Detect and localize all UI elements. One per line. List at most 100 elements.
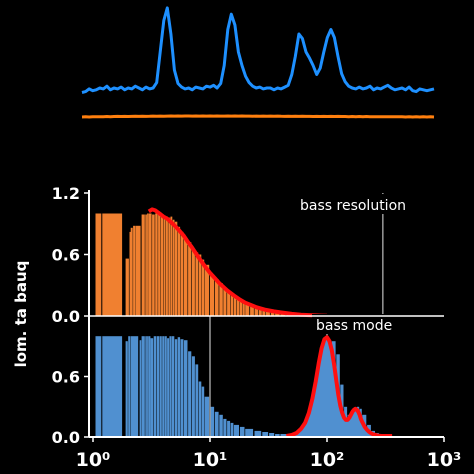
resolution-bar [242, 302, 245, 316]
resolution-bar [125, 258, 129, 316]
mode-bar [280, 434, 289, 437]
mode-bar [147, 336, 149, 437]
mode-bar [214, 411, 219, 437]
mode-bar [153, 336, 157, 437]
resolution-bar [223, 287, 227, 316]
mode-bar [162, 336, 165, 437]
mode-bar [159, 336, 162, 437]
mode-fit-line [286, 335, 393, 438]
resolution-ytick-label: 0.6 [52, 246, 80, 265]
mode-bar [219, 414, 223, 437]
resolution-bar [237, 298, 240, 316]
mode-panel: 0.0 0.6 bass mode 10⁰ 10¹ 10² 10³ [52, 314, 462, 471]
resolution-bar [204, 264, 210, 317]
top-series-line-1 [81, 114, 435, 119]
mode-bar [239, 426, 245, 437]
mode-xtick-label: 10⁰ [76, 449, 111, 471]
resolution-bar [201, 259, 205, 316]
resolution-bar [254, 306, 258, 316]
resolution-bar [168, 217, 171, 316]
resolution-bar [233, 296, 237, 316]
mode-xticks: 10⁰ 10¹ 10² 10³ [76, 437, 462, 471]
resolution-bar [133, 225, 135, 316]
top-series-line-0 [81, 6, 435, 94]
resolution-bar [270, 310, 275, 316]
resolution-bar [245, 303, 250, 316]
resolution-bar [265, 309, 270, 316]
resolution-bar [170, 216, 173, 316]
mode-bar [210, 406, 215, 438]
top-series-group [81, 6, 435, 119]
mode-bar [145, 336, 147, 437]
mode-bar [230, 422, 234, 437]
resolution-ytick-label: 1.2 [52, 184, 80, 203]
mode-label-box [312, 314, 444, 334]
resolution-bar [258, 307, 262, 316]
mode-bar [164, 336, 167, 437]
mode-bar [184, 340, 188, 437]
top-chart [81, 6, 435, 119]
mode-bar [204, 396, 210, 437]
resolution-bar [145, 214, 147, 316]
resolution-bar [227, 291, 231, 316]
mode-bar [139, 340, 142, 437]
resolution-bar [155, 213, 158, 316]
mode-bar [141, 336, 145, 437]
mode-bar [195, 364, 199, 437]
mode-xtick-label: 10³ [427, 449, 462, 471]
resolution-bar [147, 213, 149, 316]
mode-bar [201, 386, 205, 437]
resolution-bar [195, 252, 199, 316]
mode-bar [262, 432, 269, 437]
mode-bar [102, 336, 123, 437]
resolution-bar [180, 231, 184, 316]
mode-ytick-label: 0.0 [52, 428, 80, 447]
resolution-bar [135, 225, 141, 316]
mode-bar [174, 339, 178, 437]
mode-bar [95, 336, 102, 437]
resolution-bar [148, 213, 152, 316]
mode-bar [171, 336, 175, 437]
mode-bar [275, 434, 280, 437]
resolution-yticks: 0.0 0.6 1.2 [52, 184, 89, 326]
resolution-bar [129, 231, 132, 316]
resolution-bar [177, 226, 181, 316]
mode-bar [223, 418, 227, 437]
resolution-panel-label: bass resolution [300, 198, 406, 214]
resolution-bar [141, 214, 145, 316]
mode-bar [130, 336, 139, 437]
resolution-ytick-label: 0.0 [52, 307, 80, 326]
resolution-bar [165, 216, 168, 316]
resolution-label-box [296, 194, 422, 214]
resolution-panel: 0.0 0.6 1.2 bass resolution [52, 184, 422, 326]
resolution-bar [230, 294, 234, 316]
resolution-bar [210, 275, 215, 316]
mode-ytick-label: 0.6 [52, 368, 80, 387]
mode-xtick-label: 10² [310, 449, 345, 471]
resolution-bar [160, 214, 163, 316]
y-axis-label: lom. ta bauq [12, 261, 30, 368]
resolution-bar [250, 305, 254, 317]
mode-xtick-label: 10¹ [193, 449, 228, 471]
resolution-bars [95, 213, 330, 317]
resolution-bar [152, 214, 155, 316]
resolution-bar [158, 213, 161, 316]
mode-bar [254, 430, 262, 437]
resolution-bar [188, 242, 192, 316]
panel-frames [88, 190, 444, 438]
resolution-bar [174, 221, 178, 316]
mode-bar [167, 338, 170, 437]
resolution-bar [163, 215, 166, 316]
resolution-bar [95, 213, 102, 316]
resolution-bar [130, 227, 133, 316]
mode-bar [125, 341, 128, 437]
mode-bar [245, 428, 254, 437]
mode-panel-label: bass mode [316, 318, 392, 334]
resolution-bar [219, 283, 223, 316]
mode-bar [198, 381, 202, 437]
resolution-bar [262, 308, 266, 316]
mode-bar [148, 336, 151, 437]
resolution-fit-line [147, 207, 328, 318]
mode-bar [177, 337, 181, 437]
mode-yticks: 0.0 0.6 [52, 368, 89, 447]
